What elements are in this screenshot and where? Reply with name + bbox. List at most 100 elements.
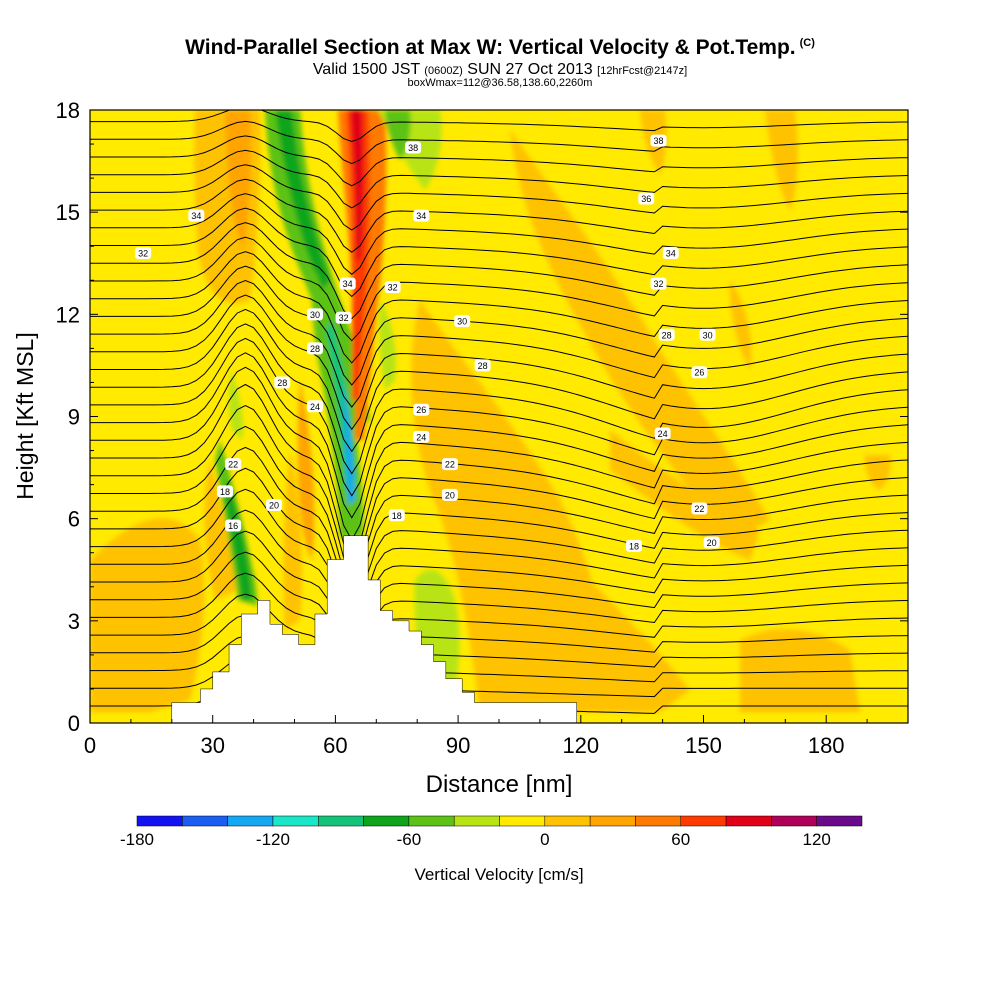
- contour-label-bg: [413, 403, 430, 416]
- x-tick-label: 60: [323, 733, 347, 758]
- contour-label: 20: [445, 490, 455, 500]
- theta-contour-line: [90, 635, 908, 719]
- contour-label-bg: [413, 209, 430, 222]
- theta-contour-line: [90, 425, 908, 586]
- contour-label-bg: [625, 539, 642, 552]
- w-patch-orange-left-low: [204, 460, 238, 600]
- theta-contour-line: [90, 656, 908, 723]
- theta-contour-line: [90, 110, 908, 143]
- contour-label: 22: [228, 460, 238, 470]
- contour-label-bg: [703, 536, 720, 549]
- colorbar-swatch: [318, 815, 364, 827]
- w-band-lightgreen-low-left: [229, 370, 243, 440]
- contour-label-bg: [225, 519, 242, 532]
- colorbar-swatch: [725, 815, 772, 827]
- w-patch-orange-right: [510, 130, 770, 540]
- theta-contour-line: [90, 614, 908, 706]
- contour-label: 24: [310, 402, 320, 412]
- contour-label-bg: [306, 308, 323, 321]
- theta-contour-line: [90, 279, 908, 408]
- contour-label: 34: [191, 211, 201, 221]
- contour-label: 24: [658, 429, 668, 439]
- contour-label-bg: [650, 134, 667, 147]
- colorbar-tick-label: 60: [671, 830, 690, 849]
- contour-label-bg: [441, 458, 458, 471]
- theta-contour-line: [90, 308, 908, 453]
- contour-label: 34: [666, 249, 676, 259]
- theta-contour-line: [90, 593, 908, 692]
- y-tick-label: 15: [56, 200, 80, 225]
- contour-label-bg: [266, 499, 283, 512]
- valid-date: SUN 27 Oct 2013: [467, 61, 593, 78]
- colorbar-label: Vertical Velocity [cm/s]: [414, 865, 583, 884]
- theta-contour-line: [90, 352, 908, 519]
- contour-label: 28: [478, 361, 488, 371]
- contour-label-bg: [135, 247, 152, 260]
- contour-label: 30: [457, 317, 467, 327]
- plot-area: 38 38 36 34 34 34 34 32 32 32 32 30 30 30 28 28 28 28 26 26…: [89, 109, 909, 724]
- x-axis: 0 30 60 90 120 150 180: [84, 715, 909, 758]
- x-tick-label: 120: [562, 733, 599, 758]
- w-band-darkgreen-lower-left: [224, 480, 252, 600]
- colorbar-swatch: [544, 815, 591, 827]
- contour-label: 32: [654, 279, 664, 289]
- w-patch-darkorange-mid: [297, 380, 315, 560]
- contour-label-bg: [454, 315, 471, 328]
- w-band-lightgreen-right: [379, 300, 396, 390]
- contour-label-bg: [335, 311, 352, 324]
- colorbar-swatch: [182, 815, 228, 827]
- contour-label: 36: [641, 194, 651, 204]
- theta-contour-line: [90, 572, 908, 679]
- theta-contour-line: [90, 222, 908, 320]
- w-updraft-darkred: [350, 110, 364, 260]
- theta-contour-line: [90, 294, 908, 431]
- colorbar-tick-label: -60: [397, 830, 422, 849]
- contour-label-bg: [650, 277, 667, 290]
- contour-label-bg: [306, 400, 323, 413]
- colorbar-tick-label: -120: [256, 830, 290, 849]
- w-patch-orange-edge: [864, 455, 891, 490]
- contour-label: 20: [707, 538, 717, 548]
- contour-label-bg: [662, 247, 679, 260]
- theta-contour-line: [90, 120, 908, 165]
- contour-label: 22: [694, 504, 704, 514]
- colorbar-swatch: [635, 815, 681, 827]
- vertical-velocity-field: [90, 110, 891, 712]
- w-patch-orange-left: [90, 518, 205, 712]
- y-tick-label: 18: [56, 98, 80, 123]
- theta-contour-line: [90, 366, 908, 542]
- x-axis-label: Distance [nm]: [426, 771, 573, 798]
- theta-contour-line: [90, 164, 908, 231]
- theta-contour-line: [90, 265, 908, 386]
- colorbar-swatch: [136, 815, 183, 827]
- theta-contour-line: [90, 488, 908, 626]
- contour-label-bg: [274, 376, 291, 389]
- contour-label-bg: [188, 209, 205, 222]
- contour-label: 22: [445, 460, 455, 470]
- contour-label: 32: [138, 249, 148, 259]
- contour-label: 32: [388, 283, 398, 293]
- contour-label: 24: [416, 432, 426, 442]
- valid-time-local: Valid 1500 JST: [312, 61, 420, 78]
- contour-label-bg: [654, 427, 671, 440]
- contour-label-bg: [216, 485, 233, 498]
- contour-label-bg: [306, 342, 323, 355]
- colorbar-swatch: [408, 815, 455, 827]
- contour-label: 28: [662, 330, 672, 340]
- theta-contour-line: [90, 337, 908, 497]
- contour-label: 18: [629, 541, 639, 551]
- chart-title-text: Wind-Parallel Section at Max W: Vertical…: [185, 36, 796, 59]
- contour-label-bg: [474, 359, 491, 372]
- w-patch-orange-lowright: [540, 560, 690, 712]
- contour-label-bg: [384, 281, 401, 294]
- contour-labels: 38 38 36 34 34 34 34 32 32 32 32 30 30 30 28 28 28 28 26 26…: [135, 134, 720, 552]
- contour-label-bg: [638, 192, 655, 205]
- copyright-mark: (C): [799, 37, 815, 49]
- theta-contour-line: [90, 207, 908, 298]
- w-band-darkgreen-upper: [275, 110, 330, 290]
- contour-label: 30: [310, 310, 320, 320]
- x-tick-label: 0: [84, 733, 96, 758]
- colorbar-tick-label: 0: [540, 830, 549, 849]
- contour-label-bg: [691, 502, 708, 515]
